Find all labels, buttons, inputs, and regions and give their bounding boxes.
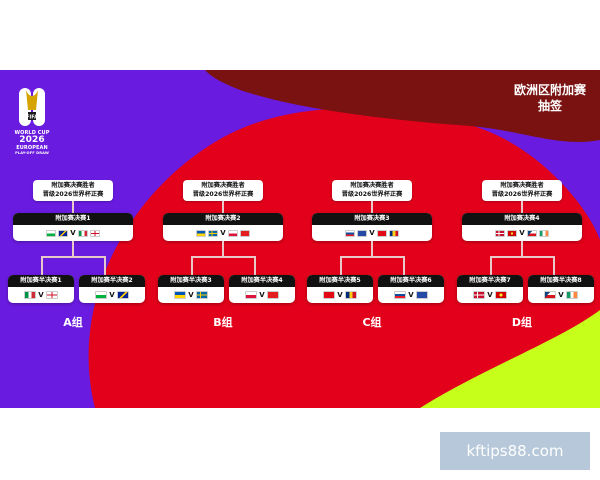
flag-icon — [388, 229, 399, 237]
group-d: 附加赛决赛胜者 晋级2026世界杯正赛 附加赛决赛4 V 附加赛半决赛7 V — [457, 180, 594, 330]
flag-icon — [565, 291, 578, 299]
flag-icon — [415, 291, 428, 299]
semi-card[interactable]: 附加赛半决赛4 V — [229, 275, 295, 303]
flag-icon — [507, 229, 518, 237]
fifa-logo: FIFA WORLD CUP 2026 EUROPEAN PLAY-OFF DR… — [10, 84, 54, 156]
trophy-icon: FIFA — [15, 84, 49, 130]
group-label: C组 — [362, 316, 382, 329]
flag-icon — [266, 291, 279, 299]
logo-year: 2026 — [19, 135, 45, 145]
group-label: B组 — [213, 316, 233, 329]
flag-icon — [196, 229, 207, 237]
group-b: 附加赛决赛胜者 晋级2026世界杯正赛 附加赛决赛2 V 附加赛半决赛3 V — [158, 180, 295, 330]
flag-icon — [544, 291, 557, 299]
group-c: 附加赛决赛胜者 晋级2026世界杯正赛 附加赛决赛3 V 附加赛半决赛5 V — [307, 180, 444, 330]
final-card[interactable]: 附加赛决赛1 V — [13, 213, 133, 241]
group-label: D组 — [511, 316, 533, 329]
logo-subtitle: PLAY-OFF DRAW — [15, 151, 49, 155]
flag-icon — [323, 291, 336, 299]
flag-icon — [526, 229, 537, 237]
semi-card[interactable]: 附加赛半决赛6 V — [378, 275, 444, 303]
darkred-shape — [205, 70, 600, 143]
final-card[interactable]: 附加赛决赛4 V — [462, 213, 582, 241]
flag-icon — [494, 291, 507, 299]
final-card[interactable]: 附加赛决赛3 V — [312, 213, 432, 241]
flag-icon — [116, 291, 129, 299]
semi-title: 附加赛半决赛2 — [79, 275, 145, 287]
semi-card[interactable]: 附加赛半决赛2 V — [79, 275, 145, 303]
flag-icon — [227, 229, 238, 237]
final-title: 附加赛决赛2 — [163, 213, 283, 225]
semi-card[interactable]: 附加赛半决赛3 V — [158, 275, 224, 303]
flag-icon — [495, 229, 506, 237]
flag-icon — [24, 291, 37, 299]
draw-banner: FIFA WORLD CUP 2026 EUROPEAN PLAY-OFF DR… — [0, 70, 600, 408]
winner-box: 附加赛决赛胜者 晋级2026世界杯正赛 — [482, 180, 562, 201]
winner-box: 附加赛决赛胜者 晋级2026世界杯正赛 — [332, 180, 412, 201]
flag-icon — [538, 229, 549, 237]
flag-icon — [208, 229, 219, 237]
flag-icon — [89, 229, 100, 237]
semi-card[interactable]: 附加赛半决赛5 V — [307, 275, 373, 303]
final-title: 附加赛决赛1 — [13, 213, 133, 225]
flag-icon — [77, 229, 88, 237]
lime-shape — [380, 270, 600, 408]
flag-icon — [58, 229, 69, 237]
flag-icon — [45, 291, 58, 299]
flag-icon — [357, 229, 368, 237]
page-title: 欧洲区附加赛 抽签 — [513, 83, 586, 113]
flag-icon — [245, 291, 258, 299]
final-flags: V — [13, 225, 133, 241]
semi-title: 附加赛半决赛1 — [8, 275, 74, 287]
semi-card[interactable]: 附加赛半决赛7 V — [457, 275, 523, 303]
flag-icon — [46, 229, 57, 237]
final-card[interactable]: 附加赛决赛2 V — [163, 213, 283, 241]
flag-icon — [95, 291, 108, 299]
logo-title: WORLD CUP — [14, 130, 50, 136]
group-a: 附加赛决赛胜者 晋级2026世界杯正赛 附加赛决赛1 V 附加赛半决赛1 V — [8, 180, 145, 330]
winner-box: 附加赛决赛胜者 晋级2026世界杯正赛 — [33, 180, 113, 201]
winner-box: 附加赛决赛胜者 晋级2026世界杯正赛 — [183, 180, 263, 201]
flag-icon — [174, 291, 187, 299]
flag-icon — [195, 291, 208, 299]
flag-icon — [376, 229, 387, 237]
group-label: A组 — [63, 316, 83, 329]
logo-region: EUROPEAN — [16, 145, 48, 151]
semi-card[interactable]: 附加赛半决赛1 V — [8, 275, 74, 303]
flag-icon — [239, 229, 250, 237]
flag-icon — [394, 291, 407, 299]
flag-icon — [345, 229, 356, 237]
svg-text:FIFA: FIFA — [26, 115, 38, 121]
flag-icon — [473, 291, 486, 299]
semi-card[interactable]: 附加赛半决赛8 V — [528, 275, 594, 303]
flag-icon — [344, 291, 357, 299]
watermark: kftips88.com — [440, 432, 590, 470]
